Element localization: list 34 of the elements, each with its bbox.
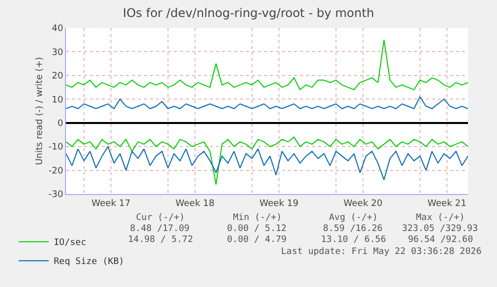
x-tick-label: Week 18 [176,198,215,209]
line-series [66,39,468,90]
chart-title: IOs for /dev/nlnog-ring-vg/root - by month [122,6,374,20]
text: 323.05 /329.93 [402,224,478,234]
text: Min (-/+) [233,213,282,223]
y-tick-label: 10 [52,95,64,106]
x-tick-label: Week 20 [344,198,383,209]
x-tick-label: Week 19 [260,198,299,209]
text: 14.98 / 5.72 [128,235,194,245]
text: 0.00 / 5.12 [227,224,287,234]
line-series [66,136,468,186]
legend-label: Req Size (KB) [54,257,124,268]
y-tick-label: -10 [48,142,64,153]
y-tick-label: -20 [48,166,64,176]
y-tick-label: 0 [57,119,64,130]
y-tick-label: -30 [48,190,64,200]
text: 96.54 /92.60 [408,235,474,245]
text: Last update: Fri May 22 03:36:28 2026 [281,247,482,257]
x-tick-label: Week 17 [92,198,130,209]
x-tick-label: Week 21 [428,198,466,209]
legend-label: IO/sec [54,238,86,248]
line-series [66,96,468,110]
y-tick-label: 30 [52,48,64,58]
line-series [66,146,468,180]
text: Cur (-/+) [136,213,185,223]
text: Avg (-/+) [329,213,378,223]
text: 8.48 /17.09 [130,224,190,234]
text: 0.00 / 4.79 [227,235,287,245]
text: Max (-/+) [416,213,465,223]
y-tick-label: 20 [52,72,64,82]
y-tick-label: 40 [52,24,64,34]
text: 13.10 / 6.56 [321,235,386,245]
y-axis-title: Units read (-) / write (+) [34,56,45,166]
text: 8.59 /16.26 [323,224,383,234]
